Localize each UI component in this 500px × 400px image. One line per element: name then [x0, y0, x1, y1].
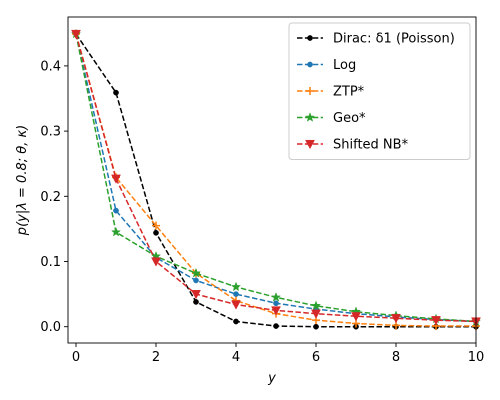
data-point	[71, 29, 81, 40]
plot-area	[70, 28, 482, 331]
data-point	[271, 306, 281, 316]
y-tick-label: 0.3	[40, 125, 61, 140]
data-point	[153, 229, 159, 236]
x-tick-label: 10	[468, 350, 485, 365]
legend-marker	[307, 35, 313, 41]
y-axis-label: p(y|λ = 0.8; θ, κ)	[15, 125, 30, 236]
legend-label: Geo*	[333, 111, 366, 126]
data-point	[233, 318, 239, 325]
legend-marker	[307, 61, 313, 68]
legend-label: Dirac: δ1 (Poisson)	[333, 32, 455, 47]
data-point	[313, 323, 319, 330]
legend-entry-0: Dirac: δ1 (Poisson)	[297, 32, 455, 47]
x-tick-label: 2	[152, 350, 160, 365]
axes: 0 2 4 6 8 10 0.0 0.1 0.2 0.3 0.4	[40, 16, 485, 365]
data-point	[230, 281, 242, 292]
y-tick-label: 0.4	[40, 59, 61, 74]
data-point	[111, 174, 121, 184]
data-point	[351, 312, 361, 322]
legend-label: ZTP*	[333, 85, 365, 100]
data-point	[311, 309, 321, 319]
legend-marker	[304, 112, 316, 122]
data-point	[193, 277, 199, 284]
data-point	[193, 299, 199, 305]
data-point	[273, 323, 279, 329]
data-point	[113, 207, 119, 214]
legend-entry-1: Log	[297, 58, 356, 73]
x-tick-label: 0	[72, 350, 80, 365]
data-point	[310, 300, 322, 311]
legend-marker	[305, 139, 315, 150]
legend-marker	[306, 87, 314, 95]
legend-entry-2: ZTP*	[297, 85, 365, 100]
axes-frame	[67, 16, 477, 344]
data-point	[270, 292, 282, 302]
data-point	[233, 291, 239, 297]
data-point	[191, 290, 201, 300]
x-tick-label: 6	[312, 350, 320, 365]
x-tick-label: 4	[232, 350, 240, 365]
legend: Dirac: δ1 (Poisson) Log ZTP* Geo* Shifted NB…	[288, 22, 471, 160]
legend-label: Shifted NB*	[333, 138, 409, 153]
legend-label: Log	[333, 58, 356, 73]
x-tick-label: 8	[392, 350, 400, 365]
legend-entry-4: Shifted NB*	[297, 138, 409, 153]
data-point	[113, 89, 119, 96]
legend-entry-3: Geo*	[297, 111, 366, 126]
y-tick-label: 0.2	[40, 190, 61, 205]
data-point	[110, 226, 122, 237]
data-point	[431, 316, 441, 326]
data-point	[231, 300, 241, 310]
y-tick-label: 0.0	[40, 320, 61, 335]
x-axis-label: y	[267, 371, 276, 386]
legend-box	[288, 22, 471, 160]
y-tick-label: 0.1	[40, 255, 61, 270]
data-point	[391, 314, 401, 324]
data-point	[273, 300, 279, 307]
data-point	[190, 267, 202, 278]
series-4	[71, 29, 481, 327]
data-point	[151, 257, 161, 267]
series-0	[73, 31, 479, 330]
data-point	[152, 221, 160, 230]
